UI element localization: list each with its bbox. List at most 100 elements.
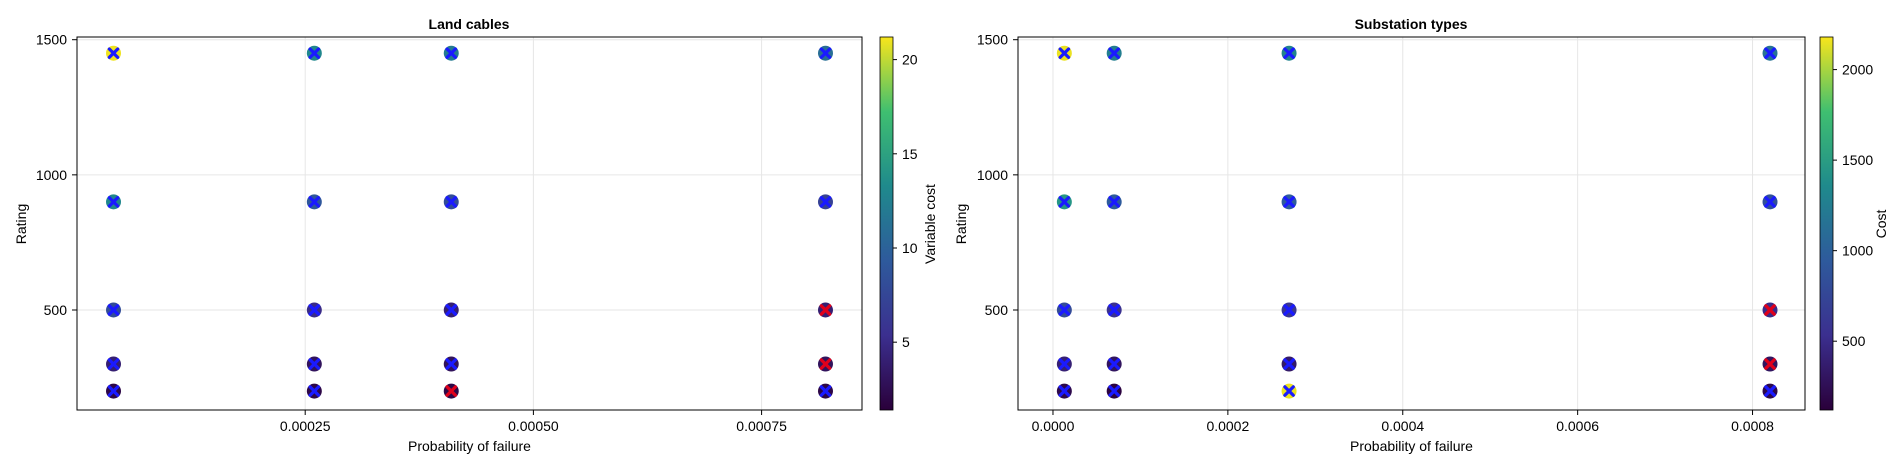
data-point — [817, 45, 833, 61]
colorbar-label: Variable cost — [922, 184, 938, 264]
data-point — [817, 302, 833, 318]
y-tick-label: 500 — [985, 302, 1009, 318]
x-marker-stroke — [308, 358, 321, 370]
y-axis-label: Rating — [13, 204, 29, 244]
colorbar-tick-label: 2000 — [1842, 62, 1873, 78]
x-marker-stroke — [1108, 304, 1120, 316]
data-point — [443, 383, 459, 399]
x-marker-stroke — [1764, 385, 1776, 397]
x-marker-stroke — [1283, 196, 1295, 208]
data-point — [1056, 45, 1072, 61]
x-marker-stroke — [308, 304, 321, 316]
x-tick-label: 0.00025 — [280, 418, 331, 434]
data-point — [106, 356, 122, 372]
chart-title: Substation types — [1355, 16, 1468, 32]
data-point — [306, 302, 322, 318]
x-marker-stroke — [1108, 47, 1120, 60]
x-marker-stroke — [445, 358, 458, 370]
data-point — [1762, 194, 1778, 210]
data-point — [1762, 45, 1778, 61]
data-point — [1056, 194, 1072, 210]
colorbar — [1819, 36, 1834, 411]
data-point — [1056, 383, 1072, 399]
x-marker-stroke — [445, 304, 458, 316]
x-marker-stroke — [107, 304, 120, 316]
x-tick-label: 0.0000 — [1032, 418, 1075, 434]
x-marker-stroke — [1058, 304, 1071, 316]
colorbar-tick-label: 15 — [902, 146, 918, 162]
data-point — [1762, 383, 1778, 399]
data-point — [443, 302, 459, 318]
x-marker-stroke — [819, 47, 832, 60]
x-marker-stroke — [1108, 196, 1120, 208]
data-point — [306, 383, 322, 399]
x-marker-stroke — [445, 196, 458, 208]
data-point — [443, 356, 459, 372]
x-marker-stroke — [308, 47, 321, 60]
x-tick-label: 0.0004 — [1381, 418, 1424, 434]
data-point — [1281, 383, 1297, 399]
data-point — [1056, 302, 1072, 318]
data-point — [106, 45, 122, 61]
x-marker-stroke — [819, 358, 832, 370]
x-marker-stroke — [1058, 358, 1071, 370]
x-marker-stroke — [1764, 196, 1776, 208]
data-point — [1106, 356, 1122, 372]
x-marker-stroke — [107, 385, 120, 397]
x-marker-stroke — [1764, 358, 1776, 370]
data-point — [1762, 356, 1778, 372]
y-tick-label: 1000 — [977, 167, 1008, 183]
x-marker-stroke — [1283, 47, 1295, 60]
x-marker-stroke — [1283, 304, 1295, 316]
x-marker-stroke — [1058, 47, 1071, 60]
data-point — [1281, 45, 1297, 61]
y-tick-label: 500 — [44, 302, 68, 318]
y-tick-label: 1000 — [36, 167, 67, 183]
chart-title: Land cables — [429, 16, 510, 32]
x-marker-stroke — [1108, 385, 1120, 397]
colorbar-tick-label: 20 — [902, 52, 918, 68]
x-marker-stroke — [1283, 358, 1295, 370]
data-point — [1106, 302, 1122, 318]
x-marker-stroke — [107, 358, 120, 370]
x-marker-stroke — [1283, 385, 1295, 397]
colorbar — [879, 36, 894, 411]
data-point — [106, 302, 122, 318]
x-marker-stroke — [1108, 358, 1120, 370]
x-marker-stroke — [1058, 196, 1071, 208]
data-point — [1762, 302, 1778, 318]
data-point — [817, 194, 833, 210]
data-point — [1106, 45, 1122, 61]
x-tick-label: 0.0008 — [1731, 418, 1774, 434]
x-marker-stroke — [445, 47, 458, 60]
x-marker-stroke — [107, 196, 120, 208]
x-marker-stroke — [1058, 385, 1071, 397]
data-point — [817, 383, 833, 399]
data-point — [1281, 356, 1297, 372]
data-point — [1106, 194, 1122, 210]
y-axis-label: Rating — [953, 204, 969, 244]
data-point — [1106, 383, 1122, 399]
x-axis-label: Probability of failure — [1350, 438, 1473, 454]
plot-frame — [76, 36, 863, 411]
x-marker-stroke — [819, 304, 832, 316]
x-marker-stroke — [1764, 304, 1776, 316]
y-tick-label: 1500 — [977, 32, 1008, 48]
x-marker-stroke — [819, 385, 832, 397]
data-point — [443, 194, 459, 210]
colorbar-tick-label: 1000 — [1842, 243, 1873, 259]
x-axis-label: Probability of failure — [408, 438, 531, 454]
data-point — [1056, 356, 1072, 372]
y-tick-label: 1500 — [36, 32, 67, 48]
x-marker-stroke — [308, 196, 321, 208]
x-marker-stroke — [445, 385, 458, 397]
colorbar-label: Cost — [1873, 210, 1889, 239]
x-marker-stroke — [819, 196, 832, 208]
colorbar-tick-label: 500 — [1842, 333, 1866, 349]
colorbar-tick-label: 5 — [902, 334, 910, 350]
x-marker-stroke — [308, 385, 321, 397]
plot-frame — [1017, 36, 1806, 411]
colorbar-tick-label: 10 — [902, 240, 918, 256]
data-point — [1281, 302, 1297, 318]
